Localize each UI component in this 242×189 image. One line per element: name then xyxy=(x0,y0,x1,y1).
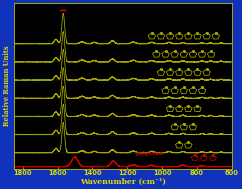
Text: polyfuran: polyfuran xyxy=(136,151,164,156)
X-axis label: Wavenumber (cm⁻¹): Wavenumber (cm⁻¹) xyxy=(80,177,166,186)
Y-axis label: Relative Raman Units: Relative Raman Units xyxy=(3,46,11,126)
